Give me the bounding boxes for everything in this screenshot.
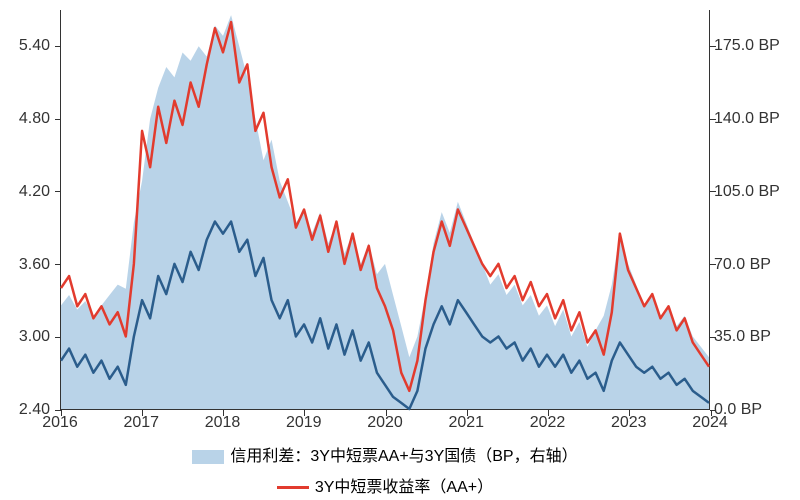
x-tick-label: 2018 bbox=[205, 414, 241, 432]
x-tick-label: 2020 bbox=[367, 414, 403, 432]
legend: 信用利差：3Y中短票AA+与3Y国债（BP，右轴） 3Y中短票收益率（AA+） bbox=[60, 444, 710, 500]
x-tick-label: 2017 bbox=[123, 414, 159, 432]
x-tick-label: 2019 bbox=[286, 414, 322, 432]
y-left-tick-label: 5.40 bbox=[19, 37, 50, 55]
y-axis-right-labels: 0.0 BP35.0 BP70.0 BP105.0 BP140.0 BP175.… bbox=[714, 10, 800, 410]
x-tick-label: 2023 bbox=[611, 414, 647, 432]
plot-svg bbox=[61, 10, 709, 409]
y-right-tick-label: 105.0 BP bbox=[714, 183, 780, 201]
x-tick-label: 2021 bbox=[448, 414, 484, 432]
x-tick-label: 2022 bbox=[530, 414, 566, 432]
y-left-tick-label: 4.80 bbox=[19, 110, 50, 128]
chart-container: 2.403.003.604.204.805.40 0.0 BP35.0 BP70… bbox=[0, 0, 800, 500]
legend-swatch-red bbox=[277, 486, 309, 489]
legend-item-area: 信用利差：3Y中短票AA+与3Y国债（BP，右轴） bbox=[192, 444, 577, 470]
plot-area bbox=[60, 10, 710, 410]
x-axis-labels: 201620172018201920202021202220232024 bbox=[60, 414, 710, 438]
y-axis-left-labels: 2.403.003.604.204.805.40 bbox=[0, 10, 56, 410]
y-left-tick-label: 3.00 bbox=[19, 328, 50, 346]
y-right-tick-label: 175.0 BP bbox=[714, 37, 780, 55]
legend-item-red: 3Y中短票收益率（AA+） bbox=[277, 475, 493, 500]
legend-swatch-area bbox=[192, 450, 224, 464]
x-tick-label: 2024 bbox=[692, 414, 728, 432]
legend-label-red: 3Y中短票收益率（AA+） bbox=[315, 475, 493, 500]
y-right-tick-label: 35.0 BP bbox=[714, 328, 771, 346]
y-right-tick-label: 140.0 BP bbox=[714, 110, 780, 128]
y-right-tick-label: 70.0 BP bbox=[714, 256, 771, 274]
y-left-tick-label: 3.60 bbox=[19, 256, 50, 274]
y-left-tick-label: 4.20 bbox=[19, 183, 50, 201]
x-tick-label: 2016 bbox=[42, 414, 78, 432]
legend-label-area: 信用利差：3Y中短票AA+与3Y国债（BP，右轴） bbox=[230, 444, 577, 470]
area-series bbox=[61, 15, 709, 409]
